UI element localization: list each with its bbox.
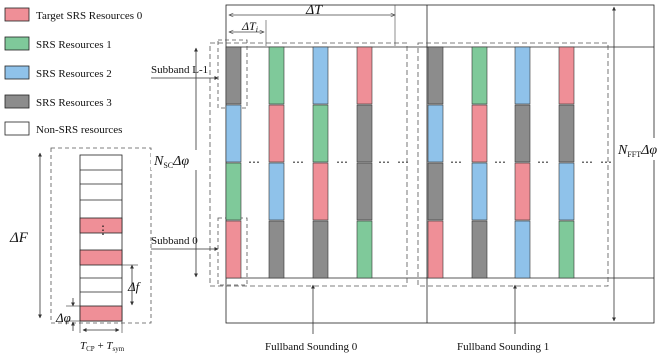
horizontal-ellipsis: ⋯ <box>537 155 549 169</box>
srs-resource-cell <box>312 104 329 163</box>
legend: Target SRS Resources 0 SRS Resources 1 S… <box>4 7 143 136</box>
srs-resource-cell <box>312 220 329 279</box>
srs-resource-cell <box>471 162 488 221</box>
resource-columns <box>225 46 575 279</box>
zoomed-resource-grid: ⋮ ΔF Δf Δφ TCP + Tsym <box>9 147 152 353</box>
horizontal-ellipsis: ⋯ <box>450 155 462 169</box>
srs-resource-cell <box>427 220 444 279</box>
srs-resource-cell <box>471 104 488 163</box>
horizontal-ellipsis: ⋯ <box>494 155 506 169</box>
delta-Ti-label: ΔTi <box>241 19 258 34</box>
srs-resource-cell <box>225 104 242 163</box>
target-srs-cell <box>79 249 123 266</box>
srs-resource-cell <box>268 104 285 163</box>
legend-swatch <box>4 121 30 136</box>
srs-resource-cell <box>225 46 242 105</box>
legend-item-target-srs-0: Target SRS Resources 0 <box>4 7 143 22</box>
horizontal-ellipsis: ⋯ <box>336 155 348 169</box>
srs-resource-cell <box>427 104 444 163</box>
delta-f-label: Δf <box>127 279 142 294</box>
legend-label: SRS Resources 2 <box>36 68 112 80</box>
vertical-ellipsis: ⋮ <box>97 223 109 237</box>
subband-top-box <box>217 39 248 109</box>
delta-T-label: ΔT <box>305 3 323 18</box>
srs-resource-cell <box>268 162 285 221</box>
ellipsis-group: ⋯ ⋯ ⋯ ⋯ ⋯ ⋯ ⋯ ⋯ ⋯ ⋯ <box>248 155 612 169</box>
srs-resource-cell <box>356 104 373 163</box>
legend-label: SRS Resources 3 <box>36 97 112 109</box>
zoom-dashed-box <box>50 147 152 324</box>
srs-resource-cell <box>356 46 373 105</box>
nsc-label: NSCΔφ <box>153 154 189 170</box>
horizontal-ellipsis: ⋯ <box>397 155 409 169</box>
delta-phi-label: Δφ <box>55 310 71 325</box>
legend-swatch <box>4 94 30 109</box>
sounding-1-dashed-box <box>417 42 609 287</box>
srs-resource-cell <box>356 220 373 279</box>
horizontal-ellipsis: ⋯ <box>600 155 612 169</box>
srs-resource-cell <box>312 162 329 221</box>
legend-label: Target SRS Resources 0 <box>36 10 143 22</box>
srs-resource-cell <box>514 46 531 105</box>
srs-resource-cell <box>514 220 531 279</box>
srs-resource-cell <box>471 220 488 279</box>
srs-resource-cell <box>268 220 285 279</box>
srs-resource-cell <box>558 162 575 221</box>
horizontal-ellipsis: ⋯ <box>248 155 260 169</box>
legend-swatch <box>4 65 30 80</box>
srs-resource-cell <box>427 162 444 221</box>
srs-resource-cell <box>427 46 444 105</box>
nfft-label: NFFTΔφ <box>617 143 657 159</box>
legend-item-srs-1: SRS Resources 1 <box>4 36 112 51</box>
delta-F-label: ΔF <box>9 230 29 246</box>
legend-swatch <box>4 36 30 51</box>
srs-resource-cell <box>268 46 285 105</box>
legend-item-non-srs: Non-SRS resources <box>4 121 122 136</box>
symbol-duration-label: TCP + Tsym <box>80 340 125 353</box>
legend-item-srs-2: SRS Resources 2 <box>4 65 112 80</box>
sounding-0-dashed-box <box>209 42 408 287</box>
nsc-label-bg <box>151 150 207 170</box>
target-srs-cell <box>79 305 123 322</box>
legend-swatch <box>4 7 30 22</box>
legend-label: Non-SRS resources <box>36 124 122 136</box>
srs-resource-cell <box>558 220 575 279</box>
horizontal-ellipsis: ⋯ <box>292 155 304 169</box>
srs-resource-cell <box>558 104 575 163</box>
legend-item-srs-3: SRS Resources 3 <box>4 94 112 109</box>
srs-resource-cell <box>514 162 531 221</box>
srs-resource-cell <box>471 46 488 105</box>
sounding1-label: Fullband Sounding 1 <box>457 341 549 353</box>
target-srs-cell <box>79 217 123 234</box>
sounding0-label: Fullband Sounding 0 <box>265 341 358 353</box>
srs-resource-cell <box>356 162 373 221</box>
horizontal-ellipsis: ⋯ <box>581 155 593 169</box>
subband-top-label: Subband L-1 <box>151 64 208 76</box>
nfft-label-bg <box>616 138 666 160</box>
horizontal-ellipsis: ⋯ <box>378 155 390 169</box>
srs-resource-cell <box>225 220 242 279</box>
srs-resource-cell <box>514 104 531 163</box>
fullband-sounding-grid: ⋯ ⋯ ⋯ ⋯ ⋯ ⋯ ⋯ ⋯ ⋯ ⋯ ΔT ΔTi Subband L-1 Subband 0 … <box>151 3 666 353</box>
srs-resource-cell <box>312 46 329 105</box>
srs-resource-cell <box>558 46 575 105</box>
legend-label: SRS Resources 1 <box>36 39 112 51</box>
subcarrier-column <box>79 154 123 322</box>
srs-resource-cell <box>225 162 242 221</box>
subband-bottom-label: Subband 0 <box>151 235 198 247</box>
